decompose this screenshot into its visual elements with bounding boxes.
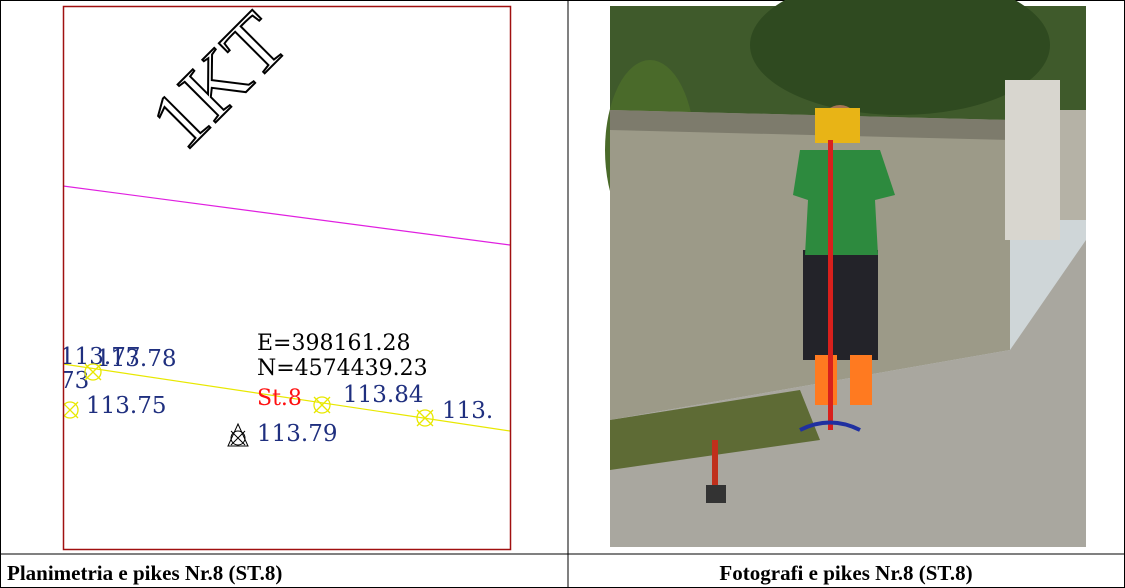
elevation: 113.75 bbox=[86, 393, 166, 419]
northing: N=4574439.23 bbox=[257, 356, 428, 381]
elevation: 113.78 bbox=[96, 346, 176, 372]
easting: E=398161.28 bbox=[257, 331, 410, 356]
elevation: 113.84 bbox=[343, 382, 423, 408]
plan-drawing: 1KT 113.77 113.78 73 113.75 113.84 113. … bbox=[60, 0, 510, 447]
plan-frame bbox=[64, 7, 511, 550]
station-marker bbox=[228, 424, 248, 446]
document: 1KT 113.77 113.78 73 113.75 113.84 113. … bbox=[0, 0, 1125, 588]
station-label: St.8 bbox=[257, 386, 302, 411]
parcel-label: 1KT bbox=[133, 0, 304, 166]
table: 1KT 113.77 113.78 73 113.75 113.84 113. … bbox=[0, 0, 1125, 588]
caption: Fotografi e pikes Nr.8 (ST.8) bbox=[719, 561, 972, 585]
caption: Planimetria e pikes Nr.8 (ST.8) bbox=[7, 561, 282, 585]
elevation: 113.79 bbox=[257, 421, 337, 447]
parcel-line bbox=[63, 186, 510, 245]
photo bbox=[605, 0, 1086, 547]
elevation: 113. bbox=[442, 398, 493, 424]
